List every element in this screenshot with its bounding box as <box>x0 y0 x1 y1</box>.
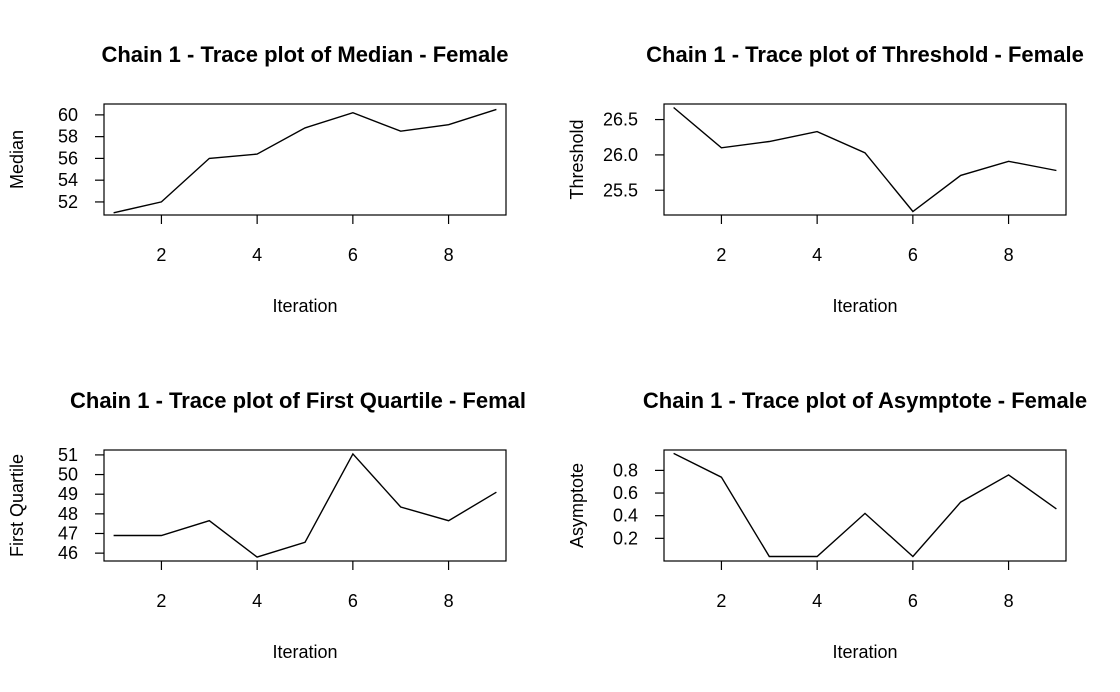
plot-frame <box>103 103 507 216</box>
y-tick-label: 0.4 <box>613 506 638 526</box>
y-tick-label: 52 <box>58 192 78 212</box>
x-tick-label: 4 <box>812 245 822 265</box>
x-tick-label: 2 <box>716 245 726 265</box>
x-tick-label: 2 <box>156 245 166 265</box>
chart-panel-1: Chain 1 - Trace plot of Median - Female 2… <box>7 42 509 316</box>
x-tick-label: 8 <box>444 591 454 611</box>
x-tick-label: 4 <box>812 591 822 611</box>
y-tick-label: 0.8 <box>613 460 638 480</box>
plot-frame <box>663 449 1067 562</box>
y-tick-label: 49 <box>58 484 78 504</box>
y-tick-label: 0.2 <box>613 528 638 548</box>
y-tick-label: 54 <box>58 170 78 190</box>
x-tick-label: 2 <box>716 591 726 611</box>
x-axis-label: Iteration <box>832 296 897 316</box>
y-axis-label: First Quartile <box>7 454 27 557</box>
y-tick-label: 60 <box>58 105 78 125</box>
trace-line <box>113 108 497 214</box>
y-tick-label: 47 <box>58 523 78 543</box>
x-tick-label: 6 <box>908 591 918 611</box>
y-tick-label: 25.5 <box>603 180 638 200</box>
x-tick-label: 6 <box>348 245 358 265</box>
plot-frame <box>103 449 507 562</box>
y-tick-label: 46 <box>58 543 78 563</box>
y-axis-label: Asymptote <box>567 463 587 548</box>
chart-title: Chain 1 - Trace plot of Threshold - Fema… <box>646 42 1084 67</box>
y-tick-label: 51 <box>58 445 78 465</box>
x-tick-label: 4 <box>252 245 262 265</box>
chart-panel-4: Chain 1 - Trace plot of Asymptote - Fema… <box>567 388 1087 662</box>
x-tick-label: 8 <box>444 245 454 265</box>
x-tick-label: 2 <box>156 591 166 611</box>
trace-line <box>673 452 1057 558</box>
chart-title: Chain 1 - Trace plot of First Quartile -… <box>70 388 526 413</box>
trace-line <box>113 452 497 558</box>
x-tick-label: 8 <box>1004 591 1014 611</box>
chart-title: Chain 1 - Trace plot of Asymptote - Fema… <box>643 388 1087 413</box>
chart-panel-2: Chain 1 - Trace plot of Threshold - Fema… <box>567 42 1084 316</box>
y-tick-label: 26.5 <box>603 110 638 130</box>
x-axis-label: Iteration <box>272 642 337 662</box>
y-axis-label: Threshold <box>567 119 587 199</box>
y-axis-label: Median <box>7 130 27 189</box>
x-tick-label: 6 <box>348 591 358 611</box>
x-tick-label: 6 <box>908 245 918 265</box>
y-tick-label: 26.0 <box>603 145 638 165</box>
y-tick-label: 58 <box>58 127 78 147</box>
y-tick-label: 48 <box>58 504 78 524</box>
y-tick-label: 56 <box>58 148 78 168</box>
chart-title: Chain 1 - Trace plot of Median - Female <box>101 42 508 67</box>
y-tick-label: 0.6 <box>613 483 638 503</box>
x-axis-label: Iteration <box>832 642 897 662</box>
x-tick-label: 4 <box>252 591 262 611</box>
plot-frame <box>663 103 1067 216</box>
trace-line <box>673 106 1057 213</box>
chart-panel-3: Chain 1 - Trace plot of First Quartile -… <box>7 388 526 662</box>
x-axis-label: Iteration <box>272 296 337 316</box>
y-tick-label: 50 <box>58 465 78 485</box>
x-tick-label: 8 <box>1004 245 1014 265</box>
